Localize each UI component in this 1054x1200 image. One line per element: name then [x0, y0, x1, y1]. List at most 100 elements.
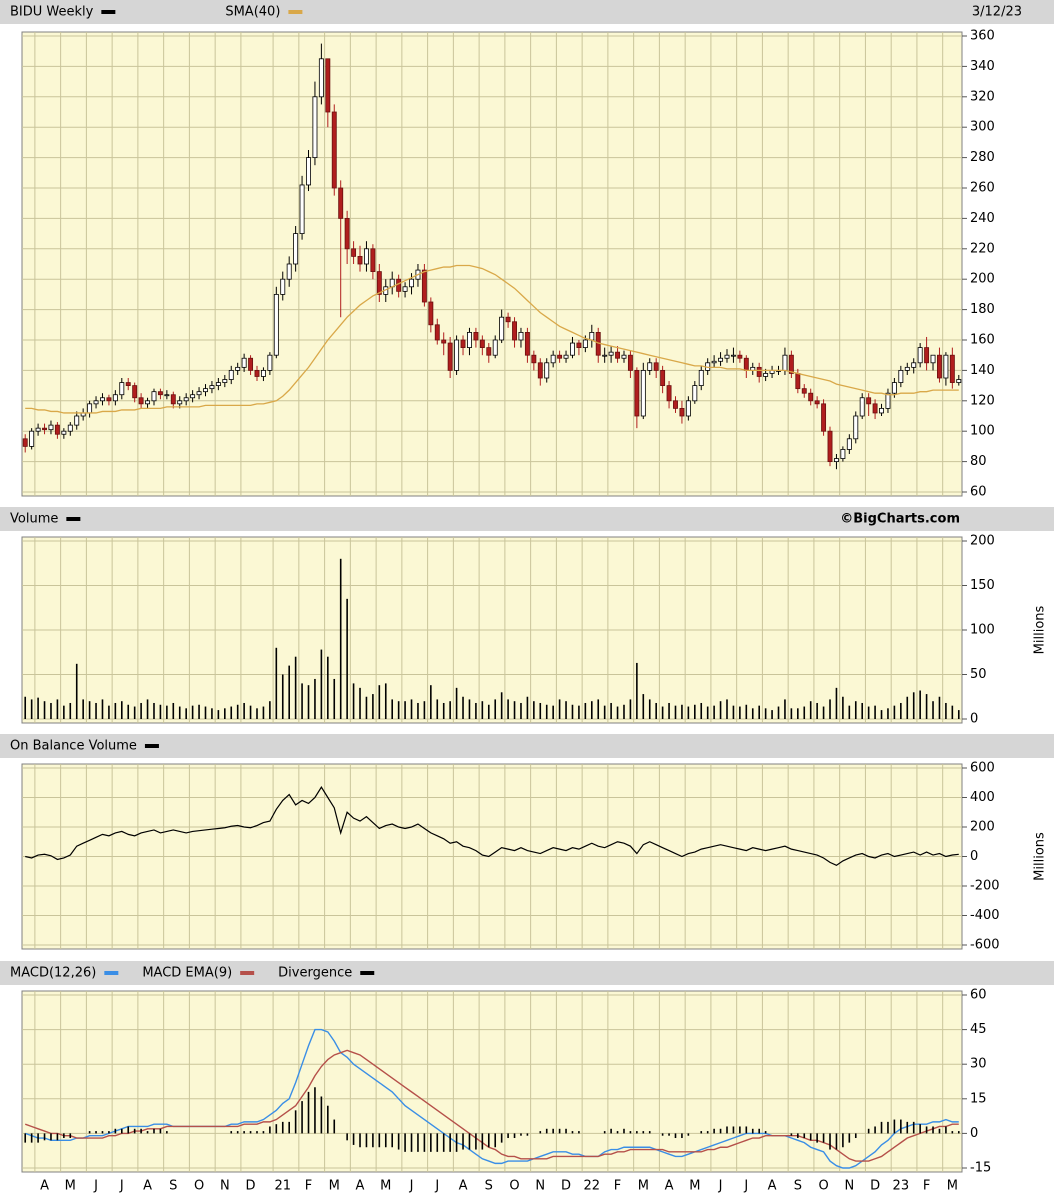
y-tick-label: 220 [970, 241, 995, 256]
y-tick-label: 60 [970, 988, 987, 1003]
divergence-bar [661, 1133, 664, 1136]
divergence-bar [249, 1131, 252, 1134]
volume-bar [526, 696, 529, 719]
y-tick-label: 0 [970, 849, 978, 864]
volume-bar [56, 699, 59, 719]
volume-bar [95, 702, 97, 719]
divergence-bar [642, 1131, 645, 1134]
candle-body [132, 385, 138, 399]
candle-body [943, 354, 949, 379]
divergence-bar [88, 1131, 91, 1134]
candle-body [949, 354, 955, 383]
candle-body [331, 111, 337, 189]
divergence-bar [797, 1133, 799, 1139]
x-tick-label: 22 [584, 1179, 601, 1194]
divergence-bar [732, 1126, 735, 1134]
divergence-bar [539, 1131, 542, 1134]
volume-bar [211, 708, 213, 719]
volume-bar [172, 702, 175, 719]
divergence-bar [108, 1131, 110, 1134]
volume-bar [854, 701, 857, 719]
volume-bar [198, 704, 200, 719]
candle-body [692, 385, 698, 402]
candle-body [306, 157, 311, 186]
divergence-bar [912, 1121, 915, 1134]
divergence-bar [269, 1126, 271, 1134]
candle-body [112, 394, 118, 402]
volume-bar [668, 702, 670, 719]
volume-bar [539, 702, 542, 719]
divergence-bar [95, 1131, 97, 1134]
volume-bar [648, 699, 651, 719]
divergence-bar [932, 1126, 934, 1134]
candle-body [363, 248, 369, 265]
volume-bar [751, 708, 754, 719]
volume-bar [558, 699, 561, 719]
y-tick-label: 45 [970, 1022, 987, 1037]
y-tick-label: 600 [970, 761, 995, 776]
volume-bar [571, 704, 574, 719]
volume-bar [590, 701, 593, 719]
volume-bar [449, 701, 451, 719]
divergence-bar [874, 1126, 876, 1134]
divergence-bar [945, 1126, 947, 1134]
volume-bar [932, 701, 934, 719]
x-tick-label: D [246, 1179, 256, 1194]
candle-body [447, 342, 453, 371]
volume-bar [185, 708, 187, 719]
candle-body [763, 373, 769, 377]
candle-body [235, 366, 241, 371]
candle-body [67, 424, 73, 432]
volume-bar [30, 699, 33, 719]
candle-body [537, 362, 543, 379]
divergence-bar [327, 1105, 329, 1134]
volume-bar [133, 706, 136, 719]
volume-bar [410, 699, 413, 719]
candle-body [788, 354, 794, 374]
divergence-bar [835, 1133, 838, 1150]
volume-bar [951, 705, 954, 719]
divergence-bar [745, 1126, 748, 1134]
legend-label: Volume [10, 512, 58, 527]
candle-body [209, 385, 215, 390]
candle-body [106, 397, 112, 402]
volume-bar [616, 706, 619, 719]
candle-body [428, 301, 434, 326]
volume-bar [75, 663, 78, 719]
divergence-bar [925, 1126, 928, 1134]
volume-bar [404, 701, 406, 719]
divergence-bar [842, 1133, 844, 1148]
divergence-bar [900, 1119, 902, 1134]
volume-bar [520, 702, 522, 719]
x-tick-label: A [40, 1179, 49, 1194]
divergence-bar [700, 1131, 703, 1134]
volume-bar [777, 706, 780, 719]
candle-body [396, 278, 402, 292]
y-tick-label: 30 [970, 1057, 987, 1072]
divergence-bar [790, 1133, 793, 1136]
candle-body [782, 354, 788, 371]
candle-body [460, 339, 466, 348]
x-tick-label: A [143, 1179, 152, 1194]
volume-bar [281, 674, 284, 719]
x-tick-label: A [459, 1179, 468, 1194]
volume-bar [887, 708, 889, 719]
volume-bar [687, 706, 690, 719]
candle-body [730, 354, 736, 357]
divergence-bar [475, 1133, 477, 1150]
divergence-bar [378, 1133, 381, 1148]
candle-body [808, 392, 814, 402]
y-axis-label: Millions [1033, 605, 1048, 654]
candle-body [370, 248, 376, 273]
divergence-bar [314, 1087, 316, 1134]
volume-bar [249, 705, 252, 719]
y-tick-label: 50 [970, 667, 987, 682]
volume-bar [391, 699, 394, 719]
candle-body [608, 351, 614, 356]
volume-bar [166, 705, 168, 719]
volume-bar [578, 705, 580, 719]
x-tick-label: J [119, 1179, 124, 1194]
candle-body [486, 347, 492, 356]
divergence-bar [629, 1131, 632, 1134]
volume-bar [584, 702, 587, 719]
